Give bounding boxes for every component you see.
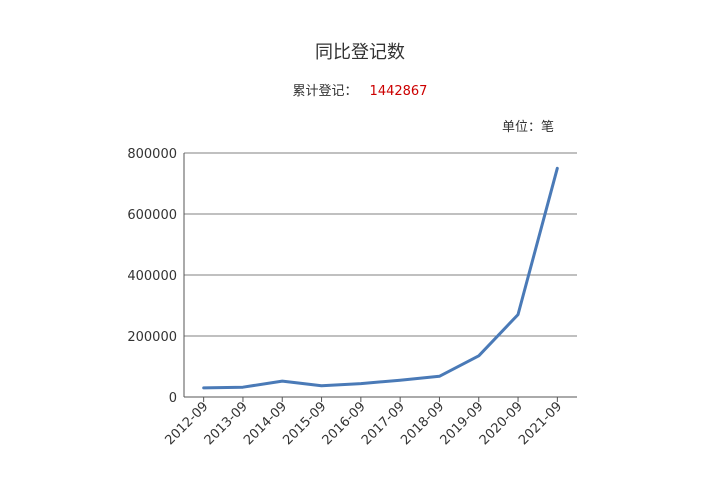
- y-tick-label: 200000: [127, 330, 177, 345]
- axis-layer: [183, 153, 577, 402]
- series-line: [202, 166, 559, 390]
- x-tick-labels: 2012-092013-092014-092015-092016-092017-…: [162, 399, 565, 448]
- x-tick-label: 2021-09: [516, 399, 565, 448]
- grid-layer: [184, 152, 577, 337]
- summary-line: 累计登记： 1442867: [0, 80, 720, 99]
- series-layer: [202, 166, 559, 390]
- y-tick-labels: 0 200000 400000 600000 800000: [127, 147, 177, 406]
- chart-title: 同比登记数: [315, 42, 405, 63]
- y-tick-label: 800000: [127, 147, 177, 162]
- y-tick-label: 400000: [127, 269, 177, 284]
- y-tick-label: 600000: [127, 208, 177, 223]
- summary-label: 累计登记：: [292, 84, 358, 99]
- unit-label: 单位：笔: [501, 120, 554, 135]
- y-tick-label: 0: [169, 391, 177, 406]
- summary-value: 1442867: [369, 84, 428, 99]
